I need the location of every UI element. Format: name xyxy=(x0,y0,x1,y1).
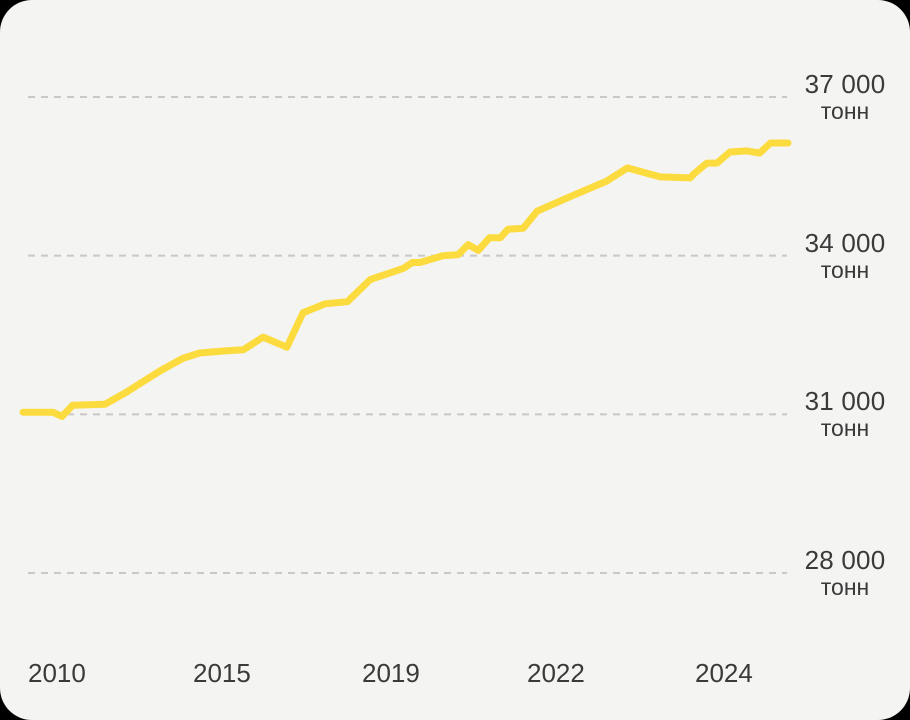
y-tick-value: 31 000 xyxy=(804,386,886,417)
y-tick-label: 37 000 тонн xyxy=(797,70,893,124)
y-tick-unit: тонн xyxy=(820,574,870,600)
y-tick-label: 28 000 тонн xyxy=(797,546,893,600)
x-tick-label: 2019 xyxy=(362,658,420,688)
gridlines xyxy=(28,96,787,574)
y-tick-label: 34 000 тонн xyxy=(797,229,893,283)
y-tick-value: 28 000 xyxy=(804,545,886,575)
y-tick-value: 37 000 xyxy=(804,69,886,99)
x-tick-label: 2010 xyxy=(28,658,86,688)
x-tick-label: 2022 xyxy=(527,658,585,688)
y-tick-unit: тонн xyxy=(820,98,870,124)
x-tick-label: 2024 xyxy=(695,658,753,688)
series-line xyxy=(19,139,792,420)
y-tick-label: 31 000 тонн xyxy=(797,387,893,441)
y-tick-value: 34 000 xyxy=(804,227,886,258)
x-tick-label: 2015 xyxy=(193,658,251,688)
y-tick-unit: тонн xyxy=(820,415,870,442)
y-tick-unit: тонн xyxy=(820,256,870,283)
